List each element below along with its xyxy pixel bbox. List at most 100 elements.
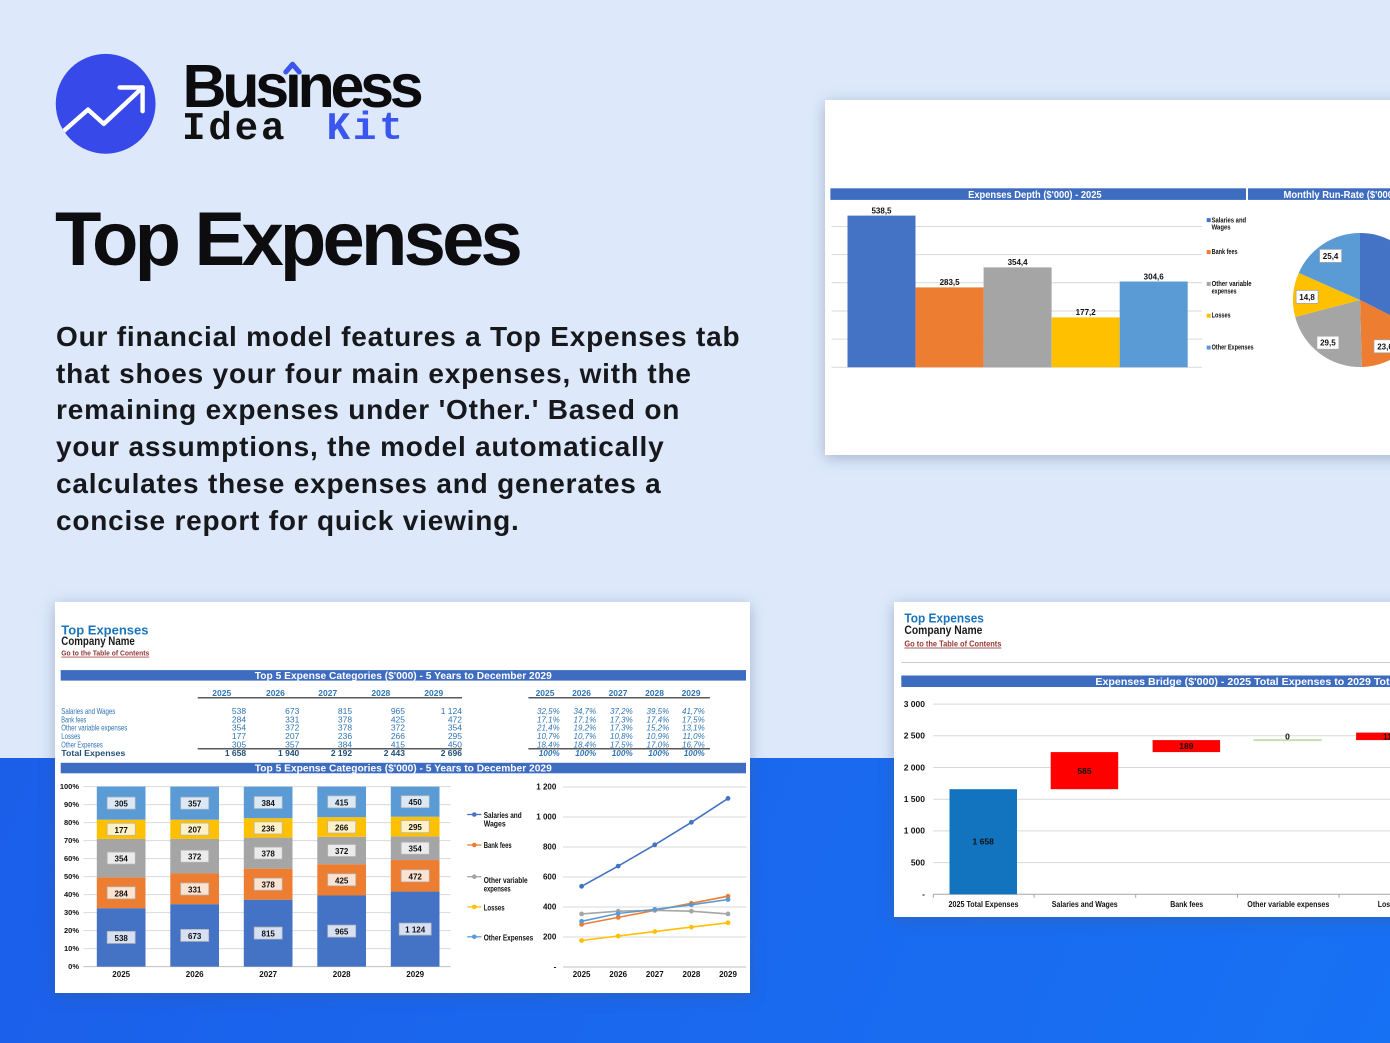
svg-text:100%: 100% <box>575 749 597 758</box>
svg-text:41,7%: 41,7% <box>682 707 705 716</box>
svg-text:400: 400 <box>543 903 557 912</box>
svg-text:965: 965 <box>391 706 405 716</box>
svg-text:16,7%: 16,7% <box>682 740 705 749</box>
svg-text:Company Name: Company Name <box>904 625 982 637</box>
svg-text:1 940: 1 940 <box>278 748 300 758</box>
svg-text:Top 5 Expense Categories ($'00: Top 5 Expense Categories ($'000) - 5 Yea… <box>255 670 552 682</box>
svg-text:425: 425 <box>391 714 405 724</box>
svg-text:538,5: 538,5 <box>871 206 892 215</box>
svg-text:Go to the Table of Contents: Go to the Table of Contents <box>61 649 149 658</box>
svg-text:538: 538 <box>232 706 246 716</box>
svg-text:305: 305 <box>115 800 129 809</box>
svg-text:Company Name: Company Name <box>61 636 135 648</box>
svg-text:177: 177 <box>232 731 246 741</box>
svg-text:200: 200 <box>543 933 557 942</box>
svg-text:177,2: 177,2 <box>1076 308 1097 317</box>
svg-text:1 124: 1 124 <box>441 706 463 716</box>
svg-text:34,7%: 34,7% <box>574 707 597 716</box>
svg-text:284: 284 <box>115 889 129 898</box>
svg-text:15,2%: 15,2% <box>647 724 670 733</box>
svg-text:2 696: 2 696 <box>441 748 463 758</box>
svg-text:0: 0 <box>1285 731 1290 741</box>
svg-text:266: 266 <box>391 731 405 741</box>
svg-text:600: 600 <box>543 873 557 882</box>
svg-text:472: 472 <box>448 714 462 724</box>
svg-text:2029: 2029 <box>682 688 701 698</box>
svg-text:295: 295 <box>448 731 462 741</box>
svg-text:331: 331 <box>188 886 202 895</box>
svg-text:Other variable: Other variable <box>1212 281 1252 288</box>
svg-text:80%: 80% <box>64 818 79 827</box>
svg-text:Wages: Wages <box>484 820 506 829</box>
svg-text:673: 673 <box>285 706 299 716</box>
svg-text:Top 5 Expense Categories ($'00: Top 5 Expense Categories ($'000) - 5 Yea… <box>255 763 552 775</box>
svg-text:378: 378 <box>262 850 276 859</box>
svg-text:Total Expenses: Total Expenses <box>61 748 125 758</box>
svg-text:305: 305 <box>232 739 246 749</box>
svg-text:18,4%: 18,4% <box>537 740 560 749</box>
svg-text:1 000: 1 000 <box>904 826 926 836</box>
svg-text:Bank fees: Bank fees <box>484 841 512 850</box>
svg-text:384: 384 <box>338 739 352 749</box>
svg-text:354: 354 <box>232 723 246 733</box>
svg-text:32,5%: 32,5% <box>537 707 560 716</box>
svg-text:2028: 2028 <box>645 688 664 698</box>
svg-text:354: 354 <box>409 845 423 854</box>
svg-text:Bank fees: Bank fees <box>1170 900 1203 909</box>
svg-text:2027: 2027 <box>259 970 277 979</box>
svg-text:372: 372 <box>335 847 349 856</box>
svg-text:10,7%: 10,7% <box>574 732 597 741</box>
svg-text:Other Expenses: Other Expenses <box>1212 345 1254 352</box>
svg-text:372: 372 <box>285 723 299 733</box>
svg-text:207: 207 <box>285 731 299 741</box>
svg-text:19,2%: 19,2% <box>574 724 597 733</box>
svg-text:384: 384 <box>262 799 276 808</box>
svg-text:13,1%: 13,1% <box>682 724 705 733</box>
svg-text:29,5: 29,5 <box>1320 339 1336 348</box>
svg-text:1 658: 1 658 <box>973 837 995 847</box>
svg-text:354: 354 <box>115 855 129 864</box>
svg-text:100%: 100% <box>60 782 80 791</box>
svg-text:585: 585 <box>1077 766 1091 776</box>
svg-text:21,4%: 21,4% <box>536 724 560 733</box>
svg-text:Wages: Wages <box>1212 225 1231 232</box>
svg-text:Salaries and: Salaries and <box>484 811 522 820</box>
svg-text:2 192: 2 192 <box>331 748 353 758</box>
svg-text:965: 965 <box>335 928 349 937</box>
svg-text:2 000: 2 000 <box>904 762 926 772</box>
svg-text:2025: 2025 <box>536 688 555 698</box>
svg-text:Expenses Bridge ($'000) - 2025: Expenses Bridge ($'000) - 2025 Total Exp… <box>1095 676 1390 688</box>
svg-text:90%: 90% <box>64 800 79 809</box>
svg-text:1 000: 1 000 <box>536 813 557 822</box>
svg-text:2026: 2026 <box>609 970 627 979</box>
svg-text:295: 295 <box>409 823 423 832</box>
svg-text:30%: 30% <box>64 908 79 917</box>
svg-text:2026: 2026 <box>186 970 204 979</box>
svg-text:10,8%: 10,8% <box>610 732 633 741</box>
svg-text:2027: 2027 <box>609 688 628 698</box>
svg-text:Losses: Losses <box>484 904 505 913</box>
svg-text:Other variable: Other variable <box>484 876 528 885</box>
svg-text:2 443: 2 443 <box>384 748 406 758</box>
svg-text:Losses: Losses <box>1378 900 1390 909</box>
svg-text:Expenses Depth ($'000) - 2025: Expenses Depth ($'000) - 2025 <box>968 190 1102 201</box>
svg-text:372: 372 <box>188 853 202 862</box>
svg-text:2027: 2027 <box>318 688 337 698</box>
svg-text:331: 331 <box>285 714 299 724</box>
svg-text:60%: 60% <box>64 854 79 863</box>
svg-text:189: 189 <box>1179 741 1193 751</box>
svg-text:1 200: 1 200 <box>536 783 557 792</box>
svg-text:304,6: 304,6 <box>1144 272 1165 281</box>
svg-text:14,8: 14,8 <box>1299 293 1315 302</box>
svg-text:2027: 2027 <box>646 970 664 979</box>
svg-text:354: 354 <box>448 723 462 733</box>
svg-text:283,5: 283,5 <box>940 278 961 287</box>
svg-text:2 500: 2 500 <box>904 731 926 741</box>
svg-text:23,6: 23,6 <box>1377 342 1390 351</box>
svg-text:538: 538 <box>115 934 129 943</box>
svg-text:357: 357 <box>188 800 202 809</box>
svg-text:25,4: 25,4 <box>1323 252 1339 261</box>
svg-text:2026: 2026 <box>266 688 285 698</box>
svg-text:450: 450 <box>409 798 423 807</box>
svg-text:50%: 50% <box>64 872 79 881</box>
